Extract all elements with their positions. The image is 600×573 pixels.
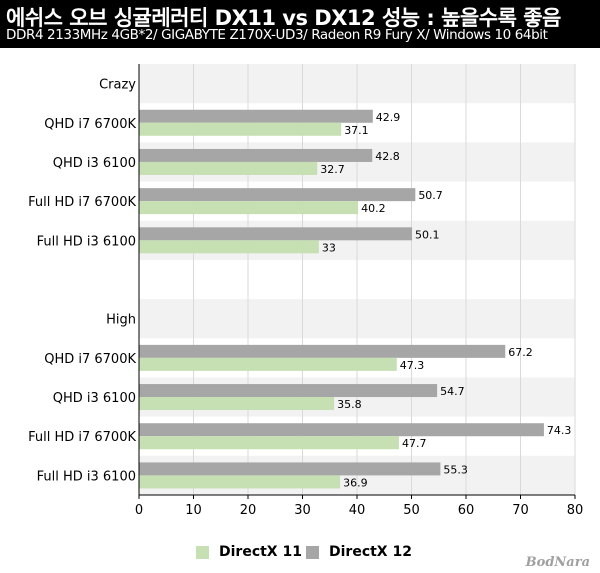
x-tick-label: 40 — [349, 503, 366, 518]
x-tick-label: 0 — [135, 503, 143, 518]
data-label-dx11: 47.3 — [400, 359, 425, 372]
chart-legend: DirectX 11 DirectX 12 — [0, 540, 600, 564]
data-label-dx12: 55.3 — [443, 463, 468, 476]
bodnara-logo: BodNara — [525, 555, 590, 570]
data-label-dx12: 74.3 — [547, 424, 572, 437]
bar-dx12 — [139, 109, 373, 123]
x-tick-label: 80 — [567, 503, 584, 518]
chart-subtitle: DDR4 2133MHz 4GB*2/ GIGABYTE Z170X-UD3/ … — [6, 27, 548, 43]
bar-dx11 — [139, 240, 319, 254]
data-label-dx11: 47.7 — [402, 437, 427, 450]
category-label: Crazy — [99, 78, 136, 93]
x-tick-label: 10 — [185, 503, 202, 518]
x-tick-label: 50 — [403, 503, 420, 518]
x-tick-label: 20 — [240, 503, 257, 518]
bar-dx11 — [139, 436, 399, 450]
bar-chart: Crazy QHD i7 6700K 42.9 37.1 QHD i3 6100 42.8… — [28, 64, 584, 518]
legend-label-dx11: DirectX 11 — [219, 544, 302, 560]
x-tick-label: 60 — [458, 503, 475, 518]
bar-dx12 — [139, 188, 416, 202]
category-label: Full HD i3 6100 — [37, 469, 136, 484]
data-label-dx12: 50.7 — [418, 189, 443, 202]
category-label: QHD i7 6700K — [44, 352, 136, 367]
category-label: QHD i7 6700K — [44, 117, 136, 132]
legend-item-dx11: DirectX 11 — [196, 544, 302, 560]
bar-dx11 — [139, 357, 397, 371]
data-label-dx12: 42.8 — [375, 150, 400, 163]
bar-dx12 — [139, 423, 544, 437]
bar-dx11 — [139, 475, 341, 489]
legend-item-dx12: DirectX 12 — [306, 544, 412, 560]
chart-header: 에쉬스 오브 싱귤레러티 DX11 vs DX12 성능 : 높을수록 좋음 D… — [0, 0, 600, 48]
legend-swatch-dx11 — [196, 545, 209, 559]
bar-dx12 — [139, 344, 506, 358]
x-tick-label: 70 — [512, 503, 529, 518]
data-label-dx11: 36.9 — [343, 476, 368, 489]
bar-dx11 — [139, 397, 335, 411]
data-label-dx11: 40.2 — [361, 202, 386, 215]
category-label: QHD i3 6100 — [53, 156, 136, 171]
data-label-dx11: 35.8 — [337, 398, 362, 411]
bar-dx11 — [139, 161, 318, 175]
data-label-dx12: 42.9 — [376, 111, 401, 124]
category-label: QHD i3 6100 — [53, 391, 136, 406]
bar-dx11 — [139, 122, 342, 136]
legend-swatch-dx12 — [306, 545, 319, 559]
chart-title: 에쉬스 오브 싱귤레러티 DX11 vs DX12 성능 : 높을수록 좋음 — [6, 6, 561, 30]
category-label: Full HD i7 6700K — [28, 195, 136, 210]
data-label-dx12: 50.1 — [415, 228, 440, 241]
category-label: High — [106, 313, 136, 328]
category-label: Full HD i7 6700K — [28, 430, 136, 445]
bar-dx11 — [139, 201, 359, 215]
bar-dx12 — [139, 384, 438, 398]
data-label-dx12: 67.2 — [508, 346, 533, 359]
legend-label-dx12: DirectX 12 — [329, 544, 412, 560]
data-label-dx11: 37.1 — [344, 124, 369, 137]
bar-dx12 — [139, 462, 441, 476]
data-label-dx11: 33 — [322, 241, 336, 254]
bar-dx12 — [139, 148, 373, 162]
x-tick-label: 30 — [294, 503, 311, 518]
data-label-dx11: 32.7 — [320, 163, 345, 176]
data-label-dx12: 54.7 — [440, 385, 465, 398]
bar-dx12 — [139, 227, 413, 241]
category-label: Full HD i3 6100 — [37, 234, 136, 249]
